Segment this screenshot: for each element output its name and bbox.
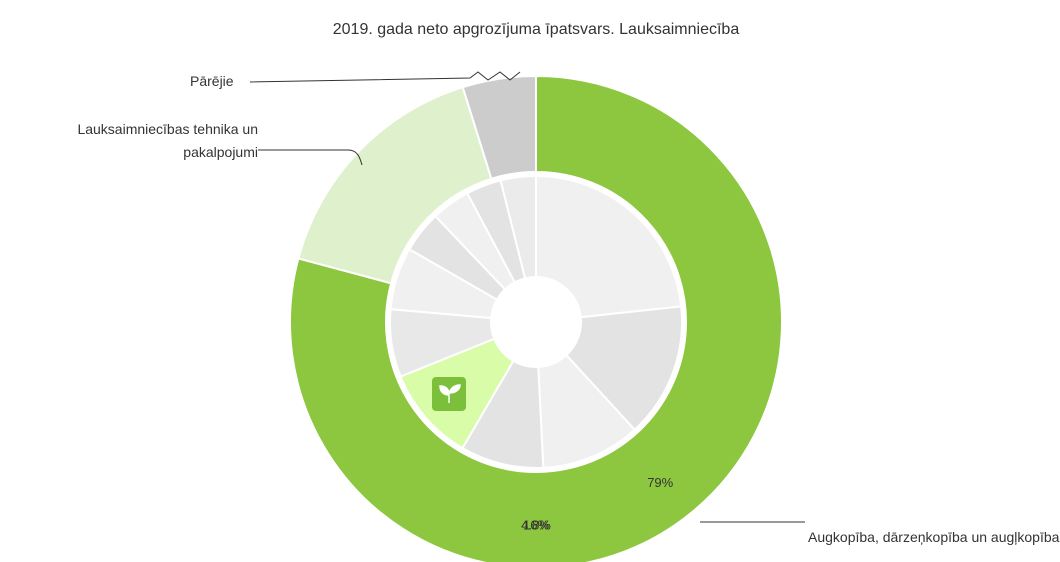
leader-line: [258, 149, 363, 166]
data-label: 16%: [523, 517, 549, 532]
slice: [289, 74, 783, 562]
slice: [564, 305, 683, 432]
rings: [289, 74, 783, 562]
legend-label: Augkopība, dārzeņkopība un augļkopība: [808, 529, 1060, 545]
slice: [499, 174, 537, 280]
data-label: 4.8%: [521, 517, 551, 532]
data-label: 79%: [647, 475, 673, 490]
icon: [432, 377, 466, 411]
legend-label: Lauksaimniecības tehnika un pakalpojumi: [77, 121, 258, 160]
legend-label: Pārējie: [190, 73, 234, 89]
leader-line: [249, 71, 521, 83]
slice: [461, 74, 537, 181]
chart-title: 2019. gada neto apgrozījuma īpatsvars. L…: [333, 21, 740, 38]
slice: [537, 353, 637, 469]
slice: [535, 174, 683, 319]
